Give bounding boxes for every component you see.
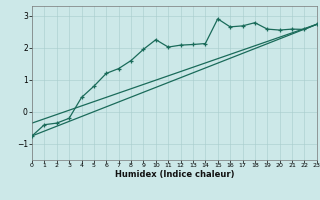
X-axis label: Humidex (Indice chaleur): Humidex (Indice chaleur) xyxy=(115,170,234,179)
